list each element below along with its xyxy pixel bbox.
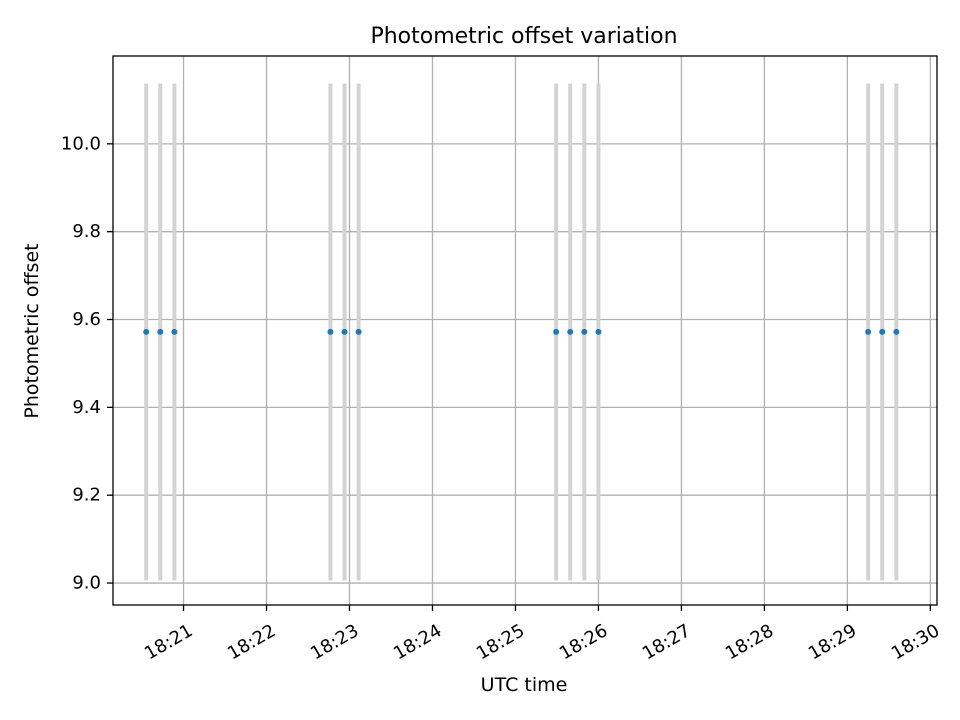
x-tick-label: 18:26 (556, 620, 611, 664)
plot-area-frame (112, 55, 938, 606)
x-tick-label: 18:28 (722, 620, 777, 664)
x-tick-label: 18:25 (473, 620, 528, 664)
y-axis-ticks: 9.0 9.2 9.4 9.6 9.8 10.0 (61, 133, 113, 594)
data-point (157, 328, 164, 335)
x-axis-label: UTC time (481, 674, 568, 696)
y-axis-label: Photometric offset (21, 243, 43, 418)
data-point (879, 328, 886, 335)
data-point (893, 328, 900, 335)
data-point (355, 328, 362, 335)
y-tick-label: 9.6 (72, 309, 101, 330)
x-tick-label: 18:30 (888, 620, 943, 664)
chart-title: Photometric offset variation (370, 24, 677, 49)
data-point (865, 328, 872, 335)
y-tick-label: 9.8 (72, 221, 101, 242)
data-points (143, 328, 900, 335)
x-tick-label: 18:27 (639, 620, 694, 664)
x-tick-label: 18:21 (141, 620, 196, 664)
data-point (553, 328, 560, 335)
data-point (341, 328, 348, 335)
data-point (595, 328, 602, 335)
data-point (581, 328, 588, 335)
x-axis-ticks: 18:21 18:22 18:23 18:24 18:25 18:26 18:27 18:28… (141, 605, 943, 664)
grid (113, 56, 937, 605)
y-tick-label: 10.0 (61, 133, 101, 154)
x-tick-label: 18:29 (805, 620, 860, 664)
data-point (327, 328, 334, 335)
x-tick-label: 18:24 (390, 620, 445, 664)
y-tick-label: 9.0 (72, 573, 101, 594)
y-tick-label: 9.4 (72, 397, 101, 418)
data-point (171, 328, 178, 335)
data-point (567, 328, 574, 335)
error-bars (144, 83, 899, 581)
x-tick-label: 18:23 (307, 620, 362, 664)
data-point (143, 328, 150, 335)
y-tick-label: 9.2 (72, 485, 101, 506)
x-tick-label: 18:22 (224, 620, 279, 664)
